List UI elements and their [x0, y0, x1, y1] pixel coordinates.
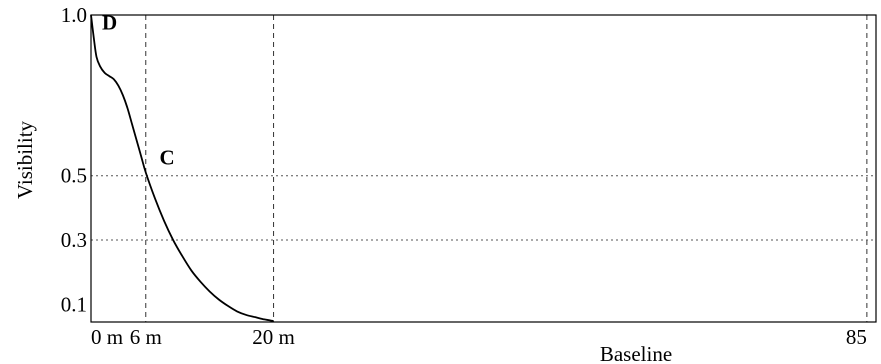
y-tick-label-0: 1.0 [61, 3, 87, 27]
x-axis-label: Baseline [600, 342, 672, 364]
x-tick-labels: 0 m 6 m 20 m 85 [91, 325, 867, 349]
plot-frame [90, 14, 877, 323]
y-tick-label-3: 0.1 [61, 292, 87, 316]
annotations: DC [102, 10, 175, 169]
x-tick-label-0: 0 m [91, 325, 123, 349]
x-tick-label-1: 6 m [130, 325, 162, 349]
annotation-c: C [159, 145, 174, 169]
x-tick-label-3: 85 [846, 325, 867, 349]
series-layer [90, 14, 274, 322]
grid-lines [91, 15, 876, 322]
y-tick-label-1: 0.5 [61, 164, 87, 188]
y-tick-label-2: 0.3 [61, 228, 87, 252]
y-tick-labels: 1.0 0.5 0.3 0.1 [61, 3, 87, 316]
annotation-d: D [102, 10, 117, 34]
y-axis-label: Visibility [13, 120, 37, 199]
x-tick-label-2: 20 m [252, 325, 295, 349]
series-line-0 [90, 14, 274, 322]
